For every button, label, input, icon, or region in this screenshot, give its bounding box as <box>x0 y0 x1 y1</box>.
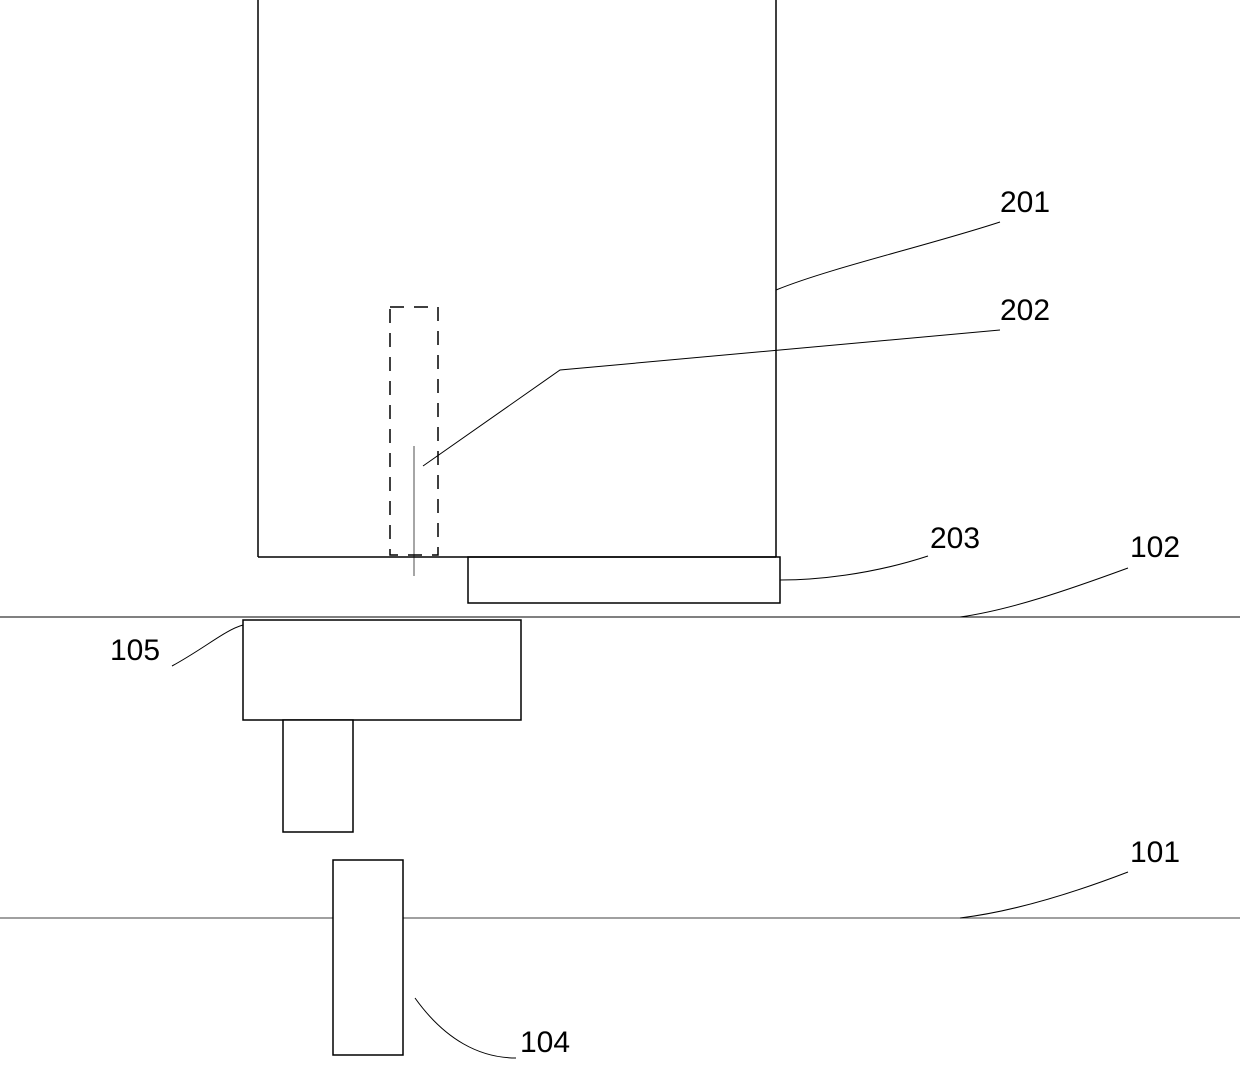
label-104: 104 <box>520 1026 570 1059</box>
label-203: 203 <box>930 522 980 555</box>
label-105: 105 <box>110 634 160 667</box>
label-102: 102 <box>1130 531 1180 564</box>
leader-202 <box>423 330 1000 466</box>
block-104 <box>333 860 403 1055</box>
label-202: 202 <box>1000 294 1050 327</box>
block-105 <box>243 620 521 720</box>
leader-101 <box>960 872 1128 918</box>
leader-104 <box>415 998 516 1058</box>
bar-203 <box>468 557 780 603</box>
label-101: 101 <box>1130 836 1180 869</box>
leader-201 <box>776 222 1000 290</box>
leader-203 <box>780 556 928 580</box>
leader-102 <box>960 568 1128 617</box>
leader-105 <box>172 625 243 666</box>
label-201: 201 <box>1000 186 1050 219</box>
block-105-leg <box>283 720 353 832</box>
